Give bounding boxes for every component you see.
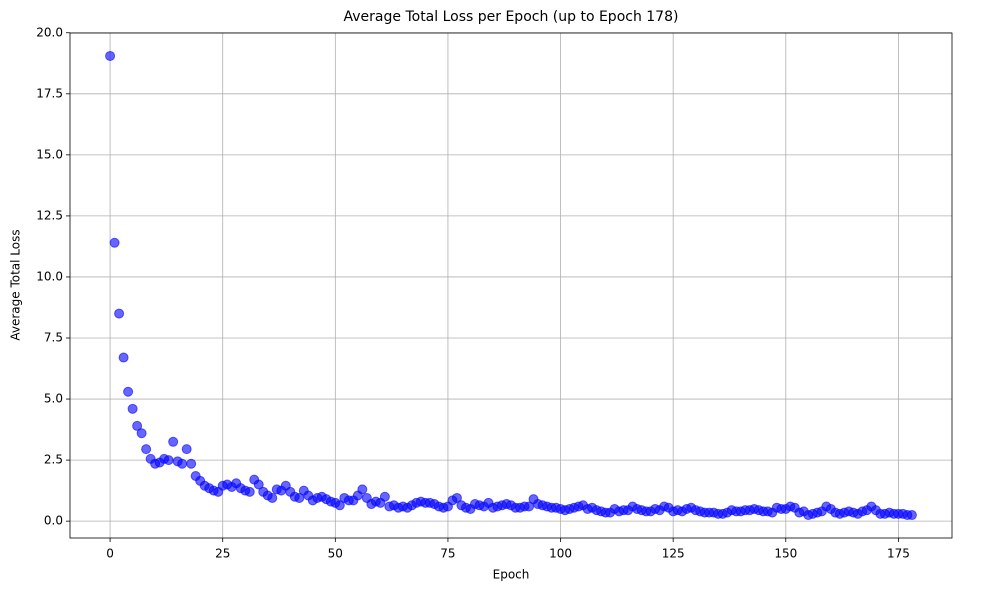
y-tick-label: 20.0 [36,25,63,39]
point [334,500,345,511]
point [357,484,368,495]
chart-title: Average Total Loss per Epoch (up to Epoc… [344,9,679,25]
point [127,403,138,414]
point [906,510,917,521]
y-tick-label: 2.5 [44,453,63,467]
x-tick-label: 150 [774,547,797,561]
point [524,501,535,512]
y-tick-label: 12.5 [36,208,63,222]
x-tick-label: 50 [328,547,343,561]
x-axis-label: Epoch [493,568,530,582]
y-tick-label: 7.5 [44,331,63,345]
point [177,458,188,469]
x-tick-label: 0 [106,547,114,561]
y-tick-label: 10.0 [36,269,63,283]
y-tick-label: 5.0 [44,392,63,406]
point [105,50,116,61]
point [168,436,179,447]
point [244,486,255,497]
point [267,492,278,503]
point [118,352,129,363]
x-tick-label: 75 [440,547,455,561]
point [186,458,197,469]
point [253,479,264,490]
x-tick-label: 175 [887,547,910,561]
y-axis-label: Average Total Loss [9,229,23,340]
point [136,428,147,439]
point [451,492,462,503]
x-tick-label: 125 [662,547,685,561]
plot-frame [69,32,953,539]
x-tick-label: 100 [549,547,572,561]
point [132,420,143,431]
point [163,455,174,466]
point [294,492,305,503]
point [114,308,125,319]
point [109,237,120,248]
y-tick-label: 0.0 [44,514,63,528]
point [141,444,152,455]
x-tick-label: 25 [215,547,230,561]
y-tick-label: 17.5 [36,86,63,100]
point [181,444,192,455]
point [379,491,390,502]
y-tick-label: 15.0 [36,147,63,161]
point [123,386,134,397]
